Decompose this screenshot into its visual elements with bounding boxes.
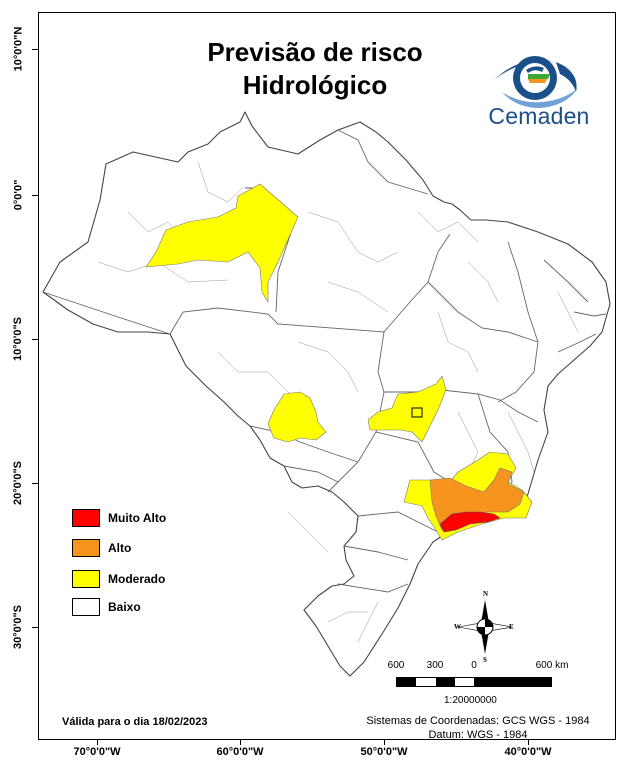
coord-line-1: Sistemas de Coordenadas: GCS WGS - 1984 [366,715,590,727]
compass-rose: N S E W [452,590,518,664]
title-line-2: Hidrológico [242,70,388,100]
scale-label: 600 [387,660,405,671]
coord-line-2: Datum: WGS - 1984 [428,729,528,741]
lon-label-40w: 40°0'0"W [504,746,552,758]
lat-label-0: 0°0'0" [12,179,24,211]
scale-bar: 600 300 0 600 km 1:20000000 [386,660,569,706]
legend-label: Moderado [108,572,166,586]
risk-very-high-area [439,511,501,533]
scale-label: 0 [471,660,477,671]
legend-label: Alto [108,541,132,555]
tick-mark [240,740,241,745]
compass-icon [457,600,513,654]
tick-mark [32,339,38,340]
scale-label: 300 [426,660,444,671]
tick-mark [97,740,98,745]
cemaden-eye-logo-icon [494,56,578,108]
lat-label-10n: 10°0'0"N [12,26,24,72]
cemaden-logo-text: Cemaden [488,103,590,129]
coordinate-system: Sistemas de Coordenadas: GCS WGS - 1984 … [356,714,600,742]
scale-ratio: 1:20000000 [444,695,497,706]
compass-w: W [454,623,461,631]
lat-label-30s: 30°0'0"S [12,604,25,650]
legend-label: Baixo [108,600,141,614]
lon-label-60w: 60°0'0"W [216,746,264,758]
legend-item-baixo: Baixo [72,597,141,617]
legend-label: Muito Alto [108,511,167,525]
scale-label: 600 km [535,660,569,671]
valid-date: Válida para o dia 18/02/2023 [62,716,208,728]
legend-item-muito-alto: Muito Alto [72,508,166,528]
lat-label-10s: 10°0'0"S [12,316,25,362]
scale-bar-segments [396,677,552,687]
legend-item-moderado: Moderado [72,569,165,589]
compass-e: E [509,623,514,631]
highlight-box [411,407,423,418]
tick-mark [528,740,529,745]
lon-label-50w: 50°0'0"W [360,746,408,758]
tick-mark [32,195,38,196]
legend-swatch-white [72,598,100,616]
tick-mark [384,740,385,745]
legend-swatch-yellow [72,570,100,588]
legend-item-alto: Alto [72,538,131,558]
brazil-outline [42,111,611,677]
tick-mark [32,49,38,50]
brazil-map [42,111,611,677]
lon-label-70w: 70°0'0"W [73,746,121,758]
legend-swatch-red [72,509,100,527]
legend-swatch-orange [72,539,100,557]
map-title: Previsão de risco Hidrológico [150,36,480,102]
lat-label-20s: 20°0'0"S [12,460,25,506]
compass-n: N [483,590,489,598]
tick-mark [32,483,38,484]
tick-mark [32,627,38,628]
title-line-1: Previsão de risco [207,37,423,67]
compass-s: S [483,656,487,664]
